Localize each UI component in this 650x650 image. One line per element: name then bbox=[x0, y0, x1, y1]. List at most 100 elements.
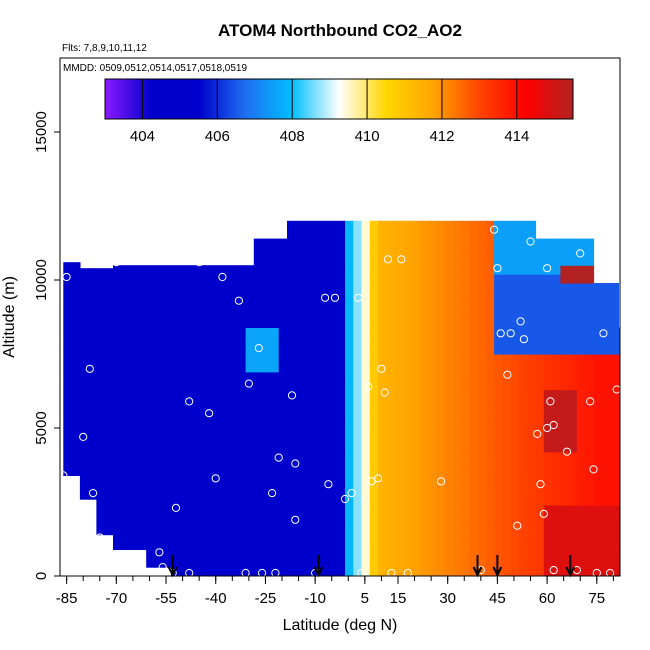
heatmap-cell bbox=[162, 283, 172, 293]
heatmap-cell bbox=[204, 522, 213, 533]
heatmap-cell bbox=[593, 327, 603, 337]
heatmap-cell bbox=[510, 469, 520, 479]
heatmap-cell bbox=[104, 525, 114, 536]
heatmap-cell bbox=[79, 303, 89, 314]
heatmap-cell bbox=[411, 505, 421, 515]
sample-point bbox=[244, 379, 253, 388]
heatmap-cell bbox=[121, 336, 131, 346]
heatmap-cell bbox=[345, 291, 354, 302]
heatmap-cell bbox=[527, 496, 537, 506]
heatmap-cell bbox=[104, 312, 114, 323]
heatmap-cell bbox=[253, 291, 263, 302]
heatmap-cell bbox=[601, 433, 611, 444]
heatmap-cell bbox=[527, 362, 537, 373]
heatmap-cell bbox=[394, 389, 404, 399]
heatmap-cell bbox=[63, 306, 73, 317]
heatmap-cell bbox=[96, 321, 106, 331]
heatmap-cell bbox=[427, 265, 437, 275]
heatmap-cell bbox=[411, 425, 421, 435]
heatmap-cell bbox=[593, 416, 603, 426]
heatmap-cell bbox=[444, 549, 454, 559]
heatmap-cell bbox=[477, 300, 487, 311]
heatmap-cell bbox=[477, 274, 487, 284]
heatmap-cell bbox=[63, 359, 73, 370]
heatmap-cell bbox=[195, 433, 205, 444]
heatmap-cell bbox=[361, 549, 371, 559]
heatmap-cell bbox=[460, 336, 470, 346]
sample-point bbox=[387, 568, 396, 576]
heatmap-cell bbox=[552, 256, 561, 266]
heatmap-cell bbox=[568, 327, 578, 337]
heatmap-cell bbox=[204, 460, 213, 471]
heatmap-cell bbox=[436, 478, 445, 488]
heatmap-cell bbox=[204, 540, 213, 550]
heatmap-cell bbox=[303, 256, 313, 266]
heatmap-cell bbox=[460, 531, 470, 542]
heatmap-cell bbox=[96, 410, 106, 420]
heatmap-cell bbox=[345, 247, 354, 257]
heatmap-cell bbox=[436, 398, 445, 408]
heatmap-cell bbox=[485, 229, 495, 240]
heatmap-cell bbox=[411, 513, 421, 524]
heatmap-cell bbox=[460, 265, 470, 275]
heatmap-cell bbox=[195, 531, 205, 542]
heatmap-cell bbox=[403, 220, 412, 231]
heatmap-cell bbox=[510, 229, 520, 240]
heatmap-cell bbox=[610, 362, 619, 373]
heatmap-cell bbox=[403, 549, 412, 559]
heatmap-cell bbox=[154, 469, 164, 479]
heatmap-cell bbox=[171, 345, 180, 355]
heatmap-cell bbox=[137, 265, 147, 275]
heatmap-cell bbox=[303, 540, 313, 550]
heatmap-cell bbox=[394, 371, 404, 382]
heatmap-cell bbox=[336, 487, 346, 497]
heatmap-cell bbox=[320, 425, 329, 435]
heatmap-cell bbox=[568, 460, 578, 471]
heatmap-cell bbox=[71, 431, 81, 441]
heatmap-cell bbox=[518, 522, 528, 533]
heatmap-cell bbox=[353, 371, 363, 382]
heatmap-cell bbox=[361, 433, 371, 444]
heatmap-cell bbox=[419, 425, 429, 435]
heatmap-cell bbox=[137, 300, 147, 311]
heatmap-cell bbox=[460, 398, 470, 408]
surface-arrow bbox=[167, 555, 178, 578]
heatmap-cell bbox=[485, 478, 495, 488]
heatmap-cell bbox=[311, 531, 321, 542]
heatmap-cell bbox=[162, 558, 172, 568]
heatmap-cell bbox=[610, 442, 619, 453]
heatmap-cell bbox=[585, 398, 595, 408]
heatmap-cell bbox=[129, 283, 139, 293]
heatmap-cell bbox=[336, 478, 346, 488]
heatmap-cell bbox=[518, 300, 528, 311]
heatmap-cell bbox=[287, 433, 296, 444]
heatmap-cell bbox=[585, 433, 595, 444]
heatmap-cell bbox=[460, 496, 470, 506]
heatmap-cell bbox=[287, 300, 296, 311]
heatmap-cell bbox=[535, 265, 545, 275]
heatmap-cell bbox=[585, 416, 595, 426]
heatmap-cell bbox=[568, 416, 578, 426]
heatmap-cell bbox=[535, 540, 545, 550]
heatmap-cell bbox=[287, 540, 296, 550]
heatmap-cell bbox=[361, 531, 371, 542]
heatmap-cell bbox=[353, 433, 363, 444]
heatmap-cell bbox=[129, 327, 139, 337]
heatmap-cell bbox=[460, 442, 470, 453]
heatmap-cell bbox=[568, 451, 578, 462]
heatmap-cell bbox=[394, 336, 404, 346]
sample-point bbox=[397, 255, 406, 264]
heatmap-cell bbox=[88, 419, 98, 429]
heatmap-cell bbox=[369, 220, 379, 231]
heatmap-cell bbox=[287, 460, 296, 471]
sample-point bbox=[205, 409, 214, 418]
heatmap-cell bbox=[618, 460, 620, 471]
heatmap-cell bbox=[303, 318, 313, 328]
heatmap-cell bbox=[411, 496, 421, 506]
heatmap-cell bbox=[79, 392, 89, 402]
heatmap-cell bbox=[444, 283, 454, 293]
heatmap-cell bbox=[510, 540, 520, 550]
heatmap-cell bbox=[378, 247, 387, 257]
heatmap-cell bbox=[510, 274, 520, 284]
heatmap-cell bbox=[187, 425, 197, 435]
